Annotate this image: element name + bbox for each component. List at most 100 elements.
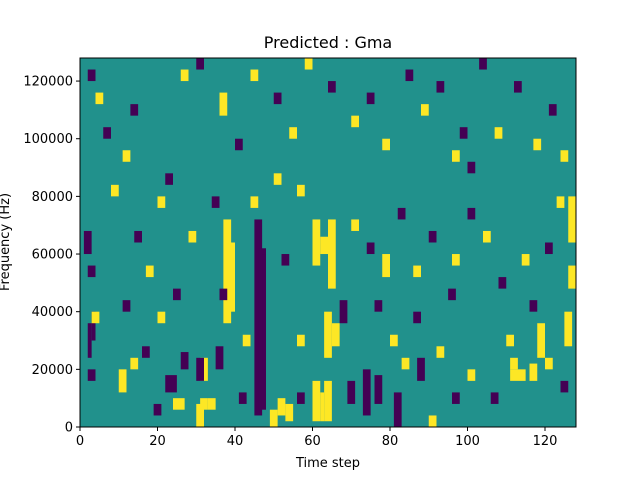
heatmap-cell (339, 300, 348, 324)
heatmap-cell (180, 352, 189, 370)
heatmap-cell (452, 254, 460, 266)
heatmap-cell (556, 196, 565, 208)
heatmap-cell (320, 236, 328, 255)
heatmap-cell (173, 398, 185, 410)
heatmap-cell (122, 300, 131, 312)
x-tick-label: 120 (533, 434, 558, 449)
heatmap-cell (200, 398, 208, 410)
heatmap-cell (436, 81, 445, 93)
heatmap-cell (297, 184, 305, 197)
heatmap-cell (118, 369, 127, 393)
heatmap-cell (483, 230, 491, 243)
heatmap-cell (250, 196, 259, 208)
heatmap-cell (297, 334, 305, 347)
heatmap-cell (529, 300, 538, 312)
heatmap-cell (366, 242, 375, 255)
heatmap-cell (227, 242, 235, 312)
heatmap-cell (320, 392, 325, 422)
heatmap-cell (200, 357, 208, 381)
heatmap-cell (347, 380, 356, 404)
heatmap-cell (328, 219, 336, 289)
heatmap-cell (393, 392, 402, 427)
heatmap-cell (521, 254, 530, 266)
heatmap-cell (134, 230, 142, 243)
heatmap-cell (564, 311, 573, 347)
heatmap-cell (157, 196, 166, 208)
heatmap-cell (467, 161, 476, 174)
heatmap-cell (262, 254, 267, 370)
heatmap-cell (533, 138, 542, 151)
heatmap-cell (328, 81, 336, 93)
y-axis: 0 20000 40000 60000 80000 100000 120000 (23, 75, 80, 436)
heatmap-cell (560, 380, 569, 393)
heatmap-cell (459, 127, 468, 139)
x-tick-label: 80 (382, 434, 399, 449)
heatmap-cell (436, 346, 445, 358)
heatmap-cell (331, 323, 340, 347)
heatmap-cell (390, 334, 398, 347)
heatmap-cell (95, 92, 104, 105)
heatmap-cell (312, 380, 321, 422)
heatmap-cell (289, 127, 297, 139)
heatmap-cell (122, 150, 131, 162)
heatmap-cell (173, 288, 181, 301)
heatmap-cell (506, 334, 514, 347)
heatmap-cell (153, 403, 162, 416)
heatmap-cell (452, 392, 460, 404)
x-tick-label: 40 (227, 434, 244, 449)
heatmap-cell (417, 357, 425, 381)
heatmap-cell (548, 104, 557, 116)
heatmap-cell (165, 375, 177, 393)
heatmap-cell (235, 138, 243, 151)
y-tick-label: 0 (65, 421, 73, 436)
heatmap-cell (413, 311, 421, 324)
heatmap-cell (529, 363, 538, 381)
heatmap-cell (312, 219, 321, 266)
heatmap-cell (219, 288, 228, 301)
heatmap-cell (568, 196, 576, 243)
x-tick-label: 60 (304, 434, 321, 449)
heatmap-cell (479, 58, 487, 70)
heatmap-cell (91, 311, 100, 324)
heatmap-cell (111, 184, 119, 197)
heatmap-cell (510, 369, 526, 381)
heatmap-cell (130, 357, 139, 370)
heatmap-cell (87, 265, 96, 278)
y-tick-label: 120000 (23, 75, 73, 90)
heatmap-cell (87, 323, 92, 358)
heatmap-cell (467, 207, 476, 220)
heatmap-cell (545, 357, 553, 370)
heatmap-cell (180, 69, 189, 82)
heatmap-cell (196, 58, 204, 70)
y-tick-label: 80000 (32, 190, 73, 205)
plot-frame (79, 57, 577, 428)
heatmap-cell (157, 311, 166, 324)
chart-title: Predicted : Gma (264, 33, 392, 52)
x-tick-label: 20 (149, 434, 166, 449)
heatmap-cell (413, 265, 421, 278)
x-tick-label: 100 (455, 434, 480, 449)
y-axis-label: Frequency (Hz) (0, 193, 13, 291)
heatmap-cell (281, 254, 290, 266)
heatmap-cell (145, 265, 154, 278)
heatmap-cell (196, 403, 204, 427)
heatmap-cell (428, 415, 437, 427)
y-tick-label: 60000 (32, 248, 73, 263)
heatmap-cell (374, 375, 383, 404)
heatmap-cell (83, 230, 92, 255)
heatmap-cell (273, 173, 282, 185)
heatmap-cell (142, 346, 150, 358)
heatmap-cell (374, 300, 383, 312)
heatmap-cell (297, 392, 305, 404)
heatmap-cell (351, 219, 359, 231)
heatmap-cells (83, 58, 576, 427)
heatmap-cell (188, 230, 197, 243)
heatmap-cell (467, 369, 476, 381)
heatmap-cell (545, 242, 553, 255)
heatmap-cell (215, 346, 224, 370)
heatmap-cell (324, 311, 332, 358)
heatmap-cell (273, 92, 282, 105)
heatmap-cell (211, 196, 220, 208)
heatmap-cell (494, 127, 503, 139)
heatmap-cell (428, 230, 437, 243)
